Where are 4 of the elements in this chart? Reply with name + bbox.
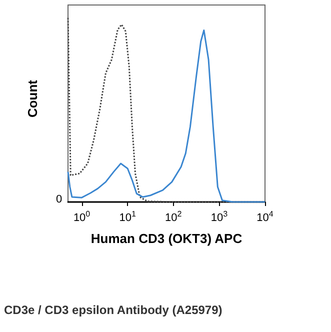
text: CD3e / CD3 epsilon Antibody (A25979) [4,303,222,317]
text: 0 [56,194,62,206]
x-axis-title: Human CD3 (OKT3) APC [90,231,243,246]
y-axis-title: Count [25,79,40,118]
